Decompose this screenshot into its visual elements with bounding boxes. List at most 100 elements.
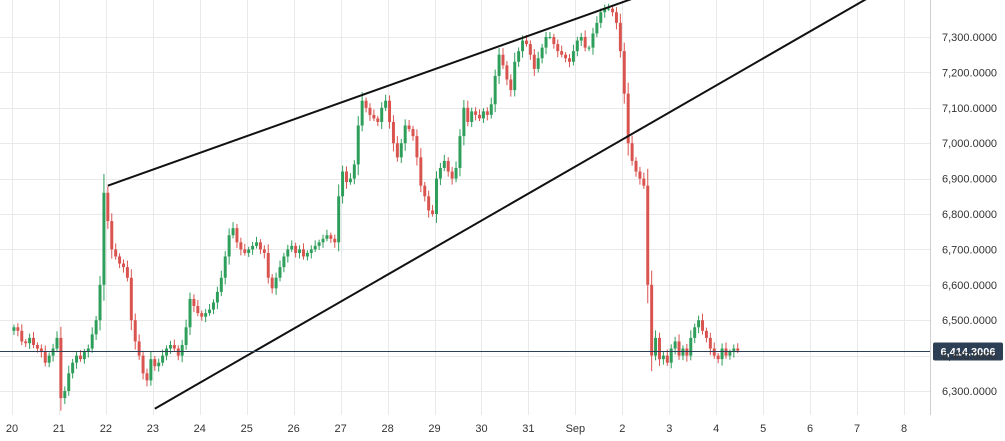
candle-body	[419, 157, 423, 186]
gridlines	[0, 0, 930, 415]
candle-body	[63, 391, 67, 399]
candle-body	[478, 114, 482, 119]
x-tick-label: 5	[760, 423, 766, 435]
candle-body	[200, 313, 204, 317]
x-tick-label: 4	[713, 423, 719, 435]
x-tick-label: 27	[335, 423, 347, 435]
candle-body	[102, 192, 106, 285]
candle-body	[611, 8, 615, 13]
candle-body	[356, 125, 360, 165]
candle-body	[294, 245, 298, 253]
candle-body	[470, 111, 474, 122]
candle-body	[489, 104, 493, 115]
candle-body	[630, 143, 634, 161]
upper-trendline	[107, 0, 632, 187]
candle-body	[51, 348, 55, 356]
candle-body	[434, 178, 438, 214]
candle-body	[145, 373, 149, 381]
candle-body	[180, 344, 184, 356]
x-axis: 20 21 22 23 24 25 26 27 28 29 30 31 Sep 2 3 4 5 6 7 8	[6, 423, 907, 435]
x-tick-label: 8	[901, 423, 907, 435]
candle-body	[82, 352, 86, 360]
candle-body	[368, 107, 372, 115]
candle-body	[579, 37, 583, 41]
candle-body	[466, 107, 470, 122]
y-tick-label: 7,200.0000	[942, 67, 997, 79]
candle-body	[427, 196, 431, 211]
candle-body	[509, 79, 513, 91]
candle-body	[78, 355, 82, 360]
candle-body	[90, 334, 94, 349]
candle-body	[298, 249, 302, 253]
candle-body	[223, 256, 227, 278]
candle-body	[141, 355, 145, 374]
candle-body	[172, 344, 176, 349]
candle-body	[728, 352, 732, 356]
candle-body	[204, 313, 208, 317]
candle-body	[505, 65, 509, 80]
candle-body	[309, 249, 313, 253]
candle-body	[168, 344, 172, 349]
candle-body	[646, 185, 650, 285]
x-tick-label: 22	[100, 423, 112, 435]
y-tick-label: 7,000.0000	[942, 138, 997, 150]
candle-body	[583, 37, 587, 48]
candle-body	[689, 337, 693, 356]
candle-body	[712, 348, 716, 356]
candle-body	[650, 284, 654, 356]
candle-body	[411, 129, 415, 137]
candle-body	[560, 51, 564, 55]
x-tick-label: 21	[53, 423, 65, 435]
candle-body	[110, 221, 114, 250]
x-tick-label: 2	[619, 423, 625, 435]
candle-body	[75, 355, 79, 363]
y-tick-label: 7,300.0000	[942, 32, 997, 44]
current-price-marker: 6,414.3006	[0, 342, 1003, 361]
candle-body	[595, 22, 599, 34]
candle-body	[122, 263, 125, 268]
y-tick-label: 6,600.0000	[942, 280, 997, 292]
candle-body	[24, 341, 28, 344]
candle-body	[258, 242, 262, 250]
candle-body	[129, 277, 133, 321]
candle-body	[161, 355, 165, 363]
candle-body	[266, 252, 270, 278]
candle-body	[192, 298, 196, 307]
candle-body	[219, 277, 223, 292]
candle-body	[736, 348, 740, 351]
candle-body	[701, 320, 705, 331]
candle-body	[28, 337, 32, 344]
candle-body	[446, 160, 450, 172]
candle-body	[305, 252, 309, 257]
candle-body	[403, 125, 407, 144]
y-tick-label: 6,800.0000	[942, 209, 997, 221]
candle-body	[517, 51, 521, 62]
candle-body	[388, 100, 392, 122]
candle-body	[274, 277, 278, 289]
candle-body	[125, 267, 129, 278]
candle-body	[133, 320, 137, 342]
candle-body	[724, 348, 728, 356]
candle-body	[552, 37, 556, 45]
candle-body	[665, 355, 669, 363]
candle-body	[524, 40, 528, 45]
x-tick-label: 7	[854, 423, 860, 435]
candle-body	[474, 111, 478, 115]
candle-body	[497, 54, 501, 76]
candle-body	[704, 330, 708, 338]
candle-body	[47, 355, 51, 363]
candle-body	[481, 111, 485, 119]
candle-body	[571, 51, 575, 62]
candle-body	[16, 327, 20, 331]
x-tick-label: 29	[428, 423, 440, 435]
x-tick-label: 20	[6, 423, 18, 435]
y-tick-label: 6,900.0000	[942, 174, 997, 186]
candle-body	[697, 320, 701, 328]
y-tick-label: 6,300.0000	[942, 386, 997, 398]
candle-body	[321, 238, 325, 243]
candle-body	[669, 348, 673, 363]
candle-body	[341, 171, 345, 197]
candle-body	[622, 51, 626, 94]
candle-body	[521, 40, 525, 52]
